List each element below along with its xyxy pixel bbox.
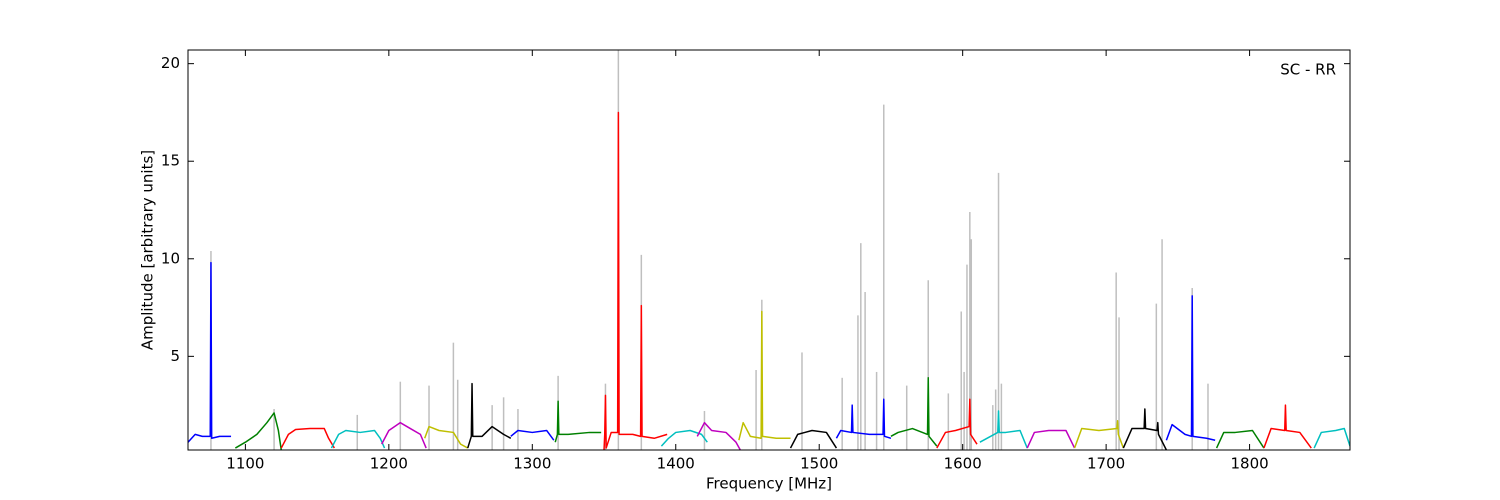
series-line [738,310,791,441]
x-tick-label: 1600 [944,455,982,473]
series-line [234,412,282,450]
series-line [1165,295,1216,441]
series-line [890,377,938,447]
series-line [1122,408,1168,450]
plot-area [188,50,1350,450]
series-line [1263,404,1312,449]
axes-frame [187,49,1351,451]
series-line [660,429,708,447]
x-tick-label: 1500 [800,455,838,473]
series-line [1026,429,1076,449]
series-line [510,429,555,441]
x-tick-label: 1400 [657,455,695,473]
x-tick-label: 1300 [513,455,551,473]
y-axis-label: Amplitude [arbitrary units] [139,150,157,350]
series-line [696,421,741,450]
annotation: SC - RR [1280,61,1336,79]
x-tick-label: 1200 [370,455,408,473]
series-line [979,410,1028,449]
y-tick-label: 20 [161,54,180,72]
series-line [381,421,427,449]
x-tick-label: 1800 [1230,455,1268,473]
series-line [789,429,838,449]
y-tick-label: 10 [161,249,180,267]
series-line [467,382,512,449]
series-line [835,398,892,440]
series-line [188,261,232,443]
y-tick-label: 15 [161,152,180,170]
series-line [603,111,668,450]
x-axis-label: Frequency [MHz] [706,475,832,493]
series-line [1313,427,1350,449]
series-line [936,398,978,449]
series-line [554,400,602,443]
series-line [1215,429,1265,449]
series-line [423,425,469,449]
x-tick-label: 1700 [1087,455,1125,473]
series-line [330,429,386,449]
x-tick-label: 1100 [226,455,264,473]
series-line [280,427,335,449]
y-tick-label: 5 [170,347,180,365]
series-line [1073,419,1125,449]
